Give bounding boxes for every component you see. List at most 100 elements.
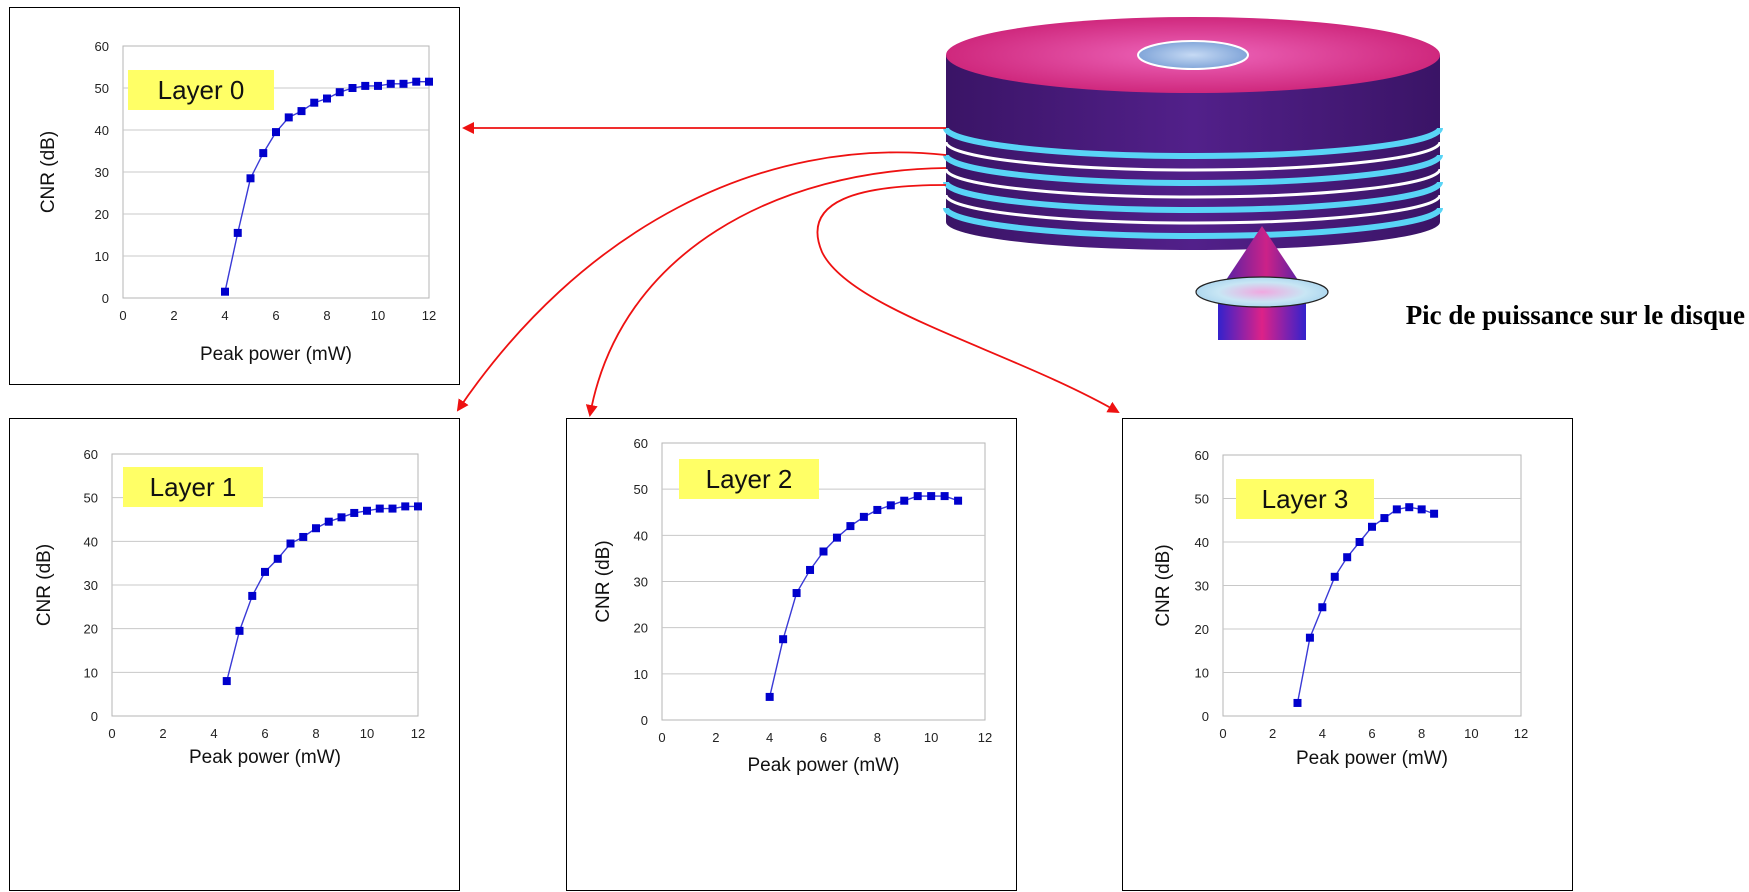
y-tick-label-30: 30 [1195, 579, 1209, 594]
y-axis-label: CNR (dB) [1153, 544, 1174, 626]
data-point-5 [832, 533, 841, 542]
x-axis-label: Peak power (mW) [189, 747, 341, 768]
data-point-6 [297, 107, 306, 116]
data-point-7 [310, 98, 319, 107]
data-point-8 [1392, 505, 1401, 514]
data-point-16 [425, 77, 433, 86]
data-point-0 [765, 692, 774, 701]
data-point-3 [1330, 572, 1339, 581]
x-tick-label-12: 12 [1514, 726, 1528, 741]
x-tick-label-8: 8 [312, 726, 319, 741]
data-point-7 [1380, 514, 1389, 523]
x-tick-label-10: 10 [1464, 726, 1478, 741]
y-tick-label-20: 20 [84, 622, 98, 637]
y-tick-label-0: 0 [641, 713, 648, 728]
y-tick-label-0: 0 [1202, 709, 1209, 724]
y-tick-label-60: 60 [95, 39, 109, 54]
y-tick-label-30: 30 [95, 165, 109, 180]
data-point-10 [350, 508, 359, 517]
data-point-3 [259, 149, 268, 158]
x-axis-label: Peak power (mW) [747, 755, 899, 776]
data-point-11 [913, 492, 922, 501]
y-axis-label: CNR (dB) [593, 540, 614, 622]
y-tick-label-50: 50 [634, 482, 648, 497]
x-tick-label-6: 6 [261, 726, 268, 741]
data-point-9 [1405, 503, 1414, 512]
data-point-11 [1430, 509, 1439, 518]
data-point-2 [246, 174, 255, 183]
x-tick-label-0: 0 [108, 726, 115, 741]
data-point-1 [235, 626, 244, 635]
x-tick-label-2: 2 [170, 308, 177, 323]
recording-layer-1 [943, 154, 1443, 186]
data-point-8 [324, 517, 333, 526]
data-point-10 [1417, 505, 1426, 514]
data-point-0 [221, 287, 229, 296]
y-tick-label-40: 40 [84, 534, 98, 549]
x-tick-label-12: 12 [411, 726, 425, 741]
data-point-10 [348, 84, 357, 92]
x-tick-label-4: 4 [1319, 726, 1326, 741]
data-point-9 [335, 88, 344, 97]
data-point-6 [299, 532, 308, 541]
disc-power-caption: Pic de puissance sur le disque [1405, 300, 1745, 330]
layer-label: Layer 0 [158, 75, 245, 105]
data-point-0 [222, 677, 231, 686]
y-tick-label-10: 10 [1195, 666, 1209, 681]
data-point-10 [900, 496, 909, 505]
y-axis-label: CNR (dB) [34, 544, 55, 626]
x-tick-label-12: 12 [422, 308, 436, 323]
data-point-2 [792, 589, 801, 598]
y-tick-label-60: 60 [1195, 448, 1209, 463]
data-point-9 [886, 501, 895, 510]
data-point-14 [954, 496, 963, 505]
chart-svg-layer-1: 0 10 20 30 40 50 60 0 2 4 6 8 10 12 Peak power (mW) CNR… [34, 447, 425, 768]
arrow-to-layer-3 [816, 184, 1120, 413]
objective-lens [1195, 276, 1329, 308]
data-point-14 [399, 79, 408, 88]
y-tick-label-60: 60 [84, 447, 98, 462]
data-point-0 [1293, 698, 1302, 707]
x-tick-label-12: 12 [978, 730, 992, 745]
data-point-11 [361, 81, 370, 90]
data-point-2 [1318, 603, 1327, 612]
x-tick-label-0: 0 [1219, 726, 1226, 741]
data-point-4 [272, 128, 280, 137]
y-tick-label-50: 50 [84, 491, 98, 506]
x-tick-label-6: 6 [272, 308, 279, 323]
y-tick-label-50: 50 [1195, 492, 1209, 507]
y-tick-label-0: 0 [102, 291, 109, 306]
data-point-15 [412, 77, 421, 86]
layer-label-bg [128, 70, 274, 110]
data-point-4 [1343, 553, 1352, 562]
chart-panel-layer-3: 0 10 20 30 40 50 60 0 2 4 6 8 10 12 Peak power (mW) CNR… [1122, 418, 1573, 891]
data-point-11 [363, 506, 371, 515]
y-tick-label-20: 20 [634, 621, 648, 636]
chart-panel-layer-1: 0 10 20 30 40 50 60 0 2 4 6 8 10 12 Peak power (mW) CNR… [9, 418, 460, 891]
y-tick-label-30: 30 [84, 578, 98, 593]
data-point-8 [323, 94, 331, 103]
y-tick-label-10: 10 [95, 249, 109, 264]
y-axis-label: CNR (dB) [38, 131, 59, 213]
data-point-6 [846, 522, 855, 531]
x-tick-label-0: 0 [119, 308, 126, 323]
layer-label: Layer 3 [1262, 484, 1349, 514]
chart-svg-layer-3: 0 10 20 30 40 50 60 0 2 4 6 8 10 12 Peak power (mW) CNR… [1153, 448, 1528, 769]
data-point-12 [927, 492, 936, 501]
laser-beam [1195, 226, 1329, 340]
recording-layer-0 [943, 127, 1443, 159]
y-tick-label-60: 60 [634, 436, 648, 451]
data-point-1 [1305, 633, 1314, 642]
x-tick-label-8: 8 [1418, 726, 1425, 741]
layer-label-bg [679, 459, 819, 499]
arrow-to-layer-1 [456, 151, 947, 412]
data-point-14 [401, 502, 410, 511]
y-tick-label-10: 10 [634, 667, 648, 682]
data-point-5 [1355, 538, 1364, 546]
chart-panel-layer-2: 0 10 20 30 40 50 60 0 2 4 6 8 10 12 Peak power (mW) CNR… [566, 418, 1017, 891]
data-point-13 [388, 504, 397, 513]
y-tick-label-50: 50 [95, 81, 109, 96]
data-point-4 [819, 547, 828, 556]
y-tick-label-10: 10 [84, 665, 98, 680]
